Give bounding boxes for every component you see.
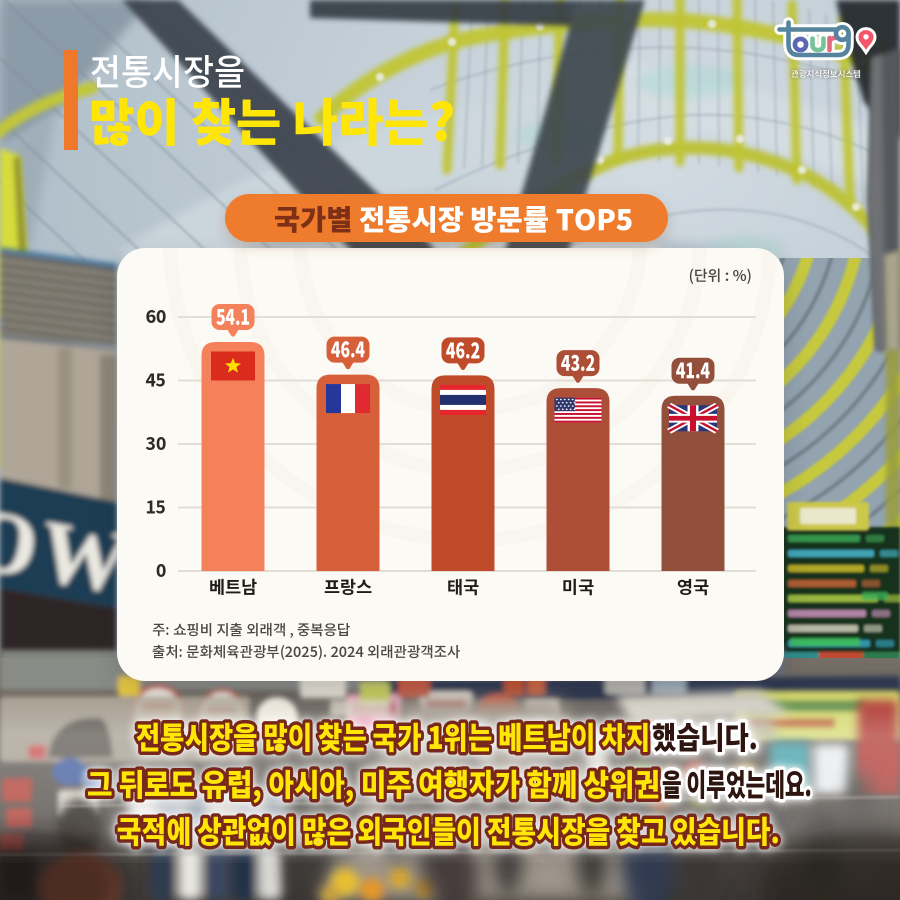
svg-text:45: 45 bbox=[145, 368, 166, 393]
svg-text:프랑스: 프랑스 bbox=[324, 575, 372, 600]
svg-text:미국: 미국 bbox=[562, 575, 594, 600]
svg-text:0: 0 bbox=[156, 558, 166, 583]
svg-text:15: 15 bbox=[145, 495, 166, 520]
svg-text:전통시장을 많이 찾는 국가 1위는 베트남이 차지: 전통시장을 많이 찾는 국가 1위는 베트남이 차지 bbox=[136, 713, 650, 758]
svg-text:영국: 영국 bbox=[677, 575, 709, 600]
svg-text:을 이루었는데요.: 을 이루었는데요. bbox=[662, 760, 812, 805]
svg-text:41.4: 41.4 bbox=[676, 355, 710, 385]
svg-text:했습니다.: 했습니다. bbox=[652, 713, 758, 758]
svg-text:관광지식정보시스템: 관광지식정보시스템 bbox=[790, 68, 861, 80]
svg-text:54.1: 54.1 bbox=[216, 302, 250, 332]
svg-text:태국: 태국 bbox=[447, 575, 479, 600]
svg-text:46.4: 46.4 bbox=[331, 334, 365, 364]
svg-text:베트남: 베트남 bbox=[209, 575, 258, 600]
svg-text:30: 30 bbox=[145, 431, 166, 456]
svg-text:43.2: 43.2 bbox=[561, 348, 595, 378]
svg-text:46.2: 46.2 bbox=[446, 335, 480, 365]
svg-text:전통시장을: 전통시장을 bbox=[90, 44, 245, 96]
svg-text:그 뒤로도 유럽, 아시아, 미주 여행자가 함께 상위권: 그 뒤로도 유럽, 아시아, 미주 여행자가 함께 상위권 bbox=[87, 760, 660, 805]
svg-text:60: 60 bbox=[145, 304, 166, 329]
svg-text:많이 찾는 나라는?: 많이 찾는 나라는? bbox=[89, 82, 455, 156]
svg-text:국적에 상관없이 많은 외국인들이 전통시장을 찾고 있습니: 국적에 상관없이 많은 외국인들이 전통시장을 찾고 있습니다. bbox=[117, 807, 780, 852]
